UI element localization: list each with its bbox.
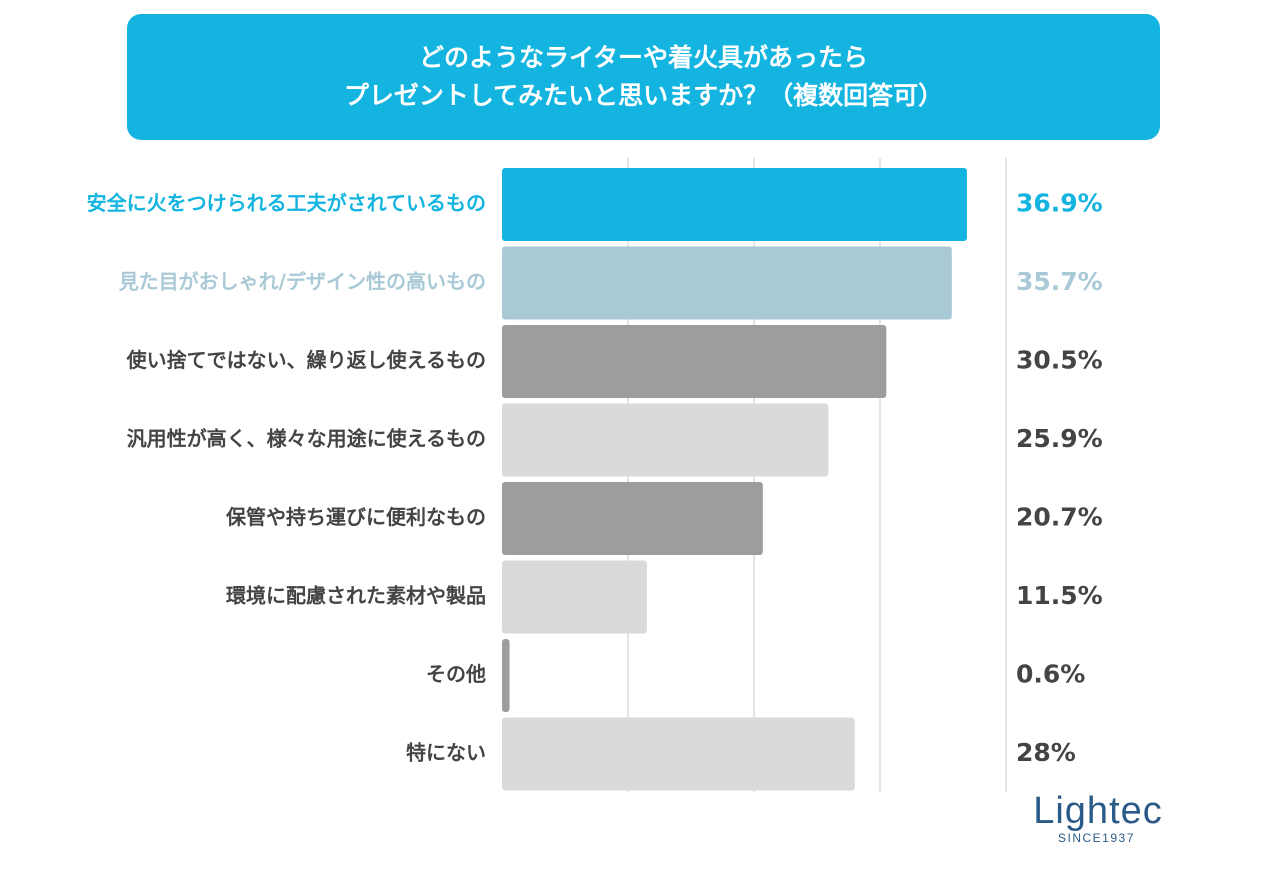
bar	[502, 246, 952, 320]
bar	[502, 560, 647, 634]
value-label: 25.9%	[1016, 424, 1103, 453]
value-label: 30.5%	[1016, 346, 1103, 375]
category-label: 汎用性が高く、様々な用途に使えるもの	[127, 427, 486, 451]
logo-tagline: SINCE1937	[1058, 831, 1135, 845]
chart-title-line-1: どのようなライターや着火具があったら	[418, 43, 868, 72]
chart-title-line-2: プレゼントしてみたいと思いますか？（複数回答可）	[343, 81, 944, 110]
value-label: 0.6%	[1016, 660, 1085, 689]
chart-title: どのようなライターや着火具があったら プレゼントしてみたいと思いますか？（複数回…	[127, 14, 1160, 140]
bar	[502, 717, 855, 791]
value-label: 36.9%	[1016, 189, 1103, 218]
bar	[502, 325, 887, 398]
category-label: 使い捨てではない、繰り返し使えるもの	[126, 348, 486, 372]
bar	[502, 403, 829, 477]
lightec-logo: Lightec SINCE1937	[1028, 790, 1168, 850]
value-label: 20.7%	[1016, 503, 1103, 532]
bar	[502, 639, 510, 712]
category-label: 特にない	[406, 741, 486, 765]
value-label: 11.5%	[1016, 581, 1103, 610]
value-label: 35.7%	[1016, 267, 1103, 296]
value-label: 28%	[1016, 738, 1076, 767]
bar	[502, 168, 967, 241]
category-label: 見た目がおしゃれ/デザイン性の高いもの	[119, 270, 486, 294]
logo-wordmark: Lightec	[1033, 790, 1163, 832]
category-label: その他	[426, 662, 486, 686]
category-label: 保管や持ち運びに便利なもの	[225, 505, 486, 529]
category-label: 安全に火をつけられる工夫がされているもの	[87, 191, 486, 215]
category-label: 環境に配慮された素材や製品	[226, 584, 486, 608]
bar	[502, 482, 763, 555]
